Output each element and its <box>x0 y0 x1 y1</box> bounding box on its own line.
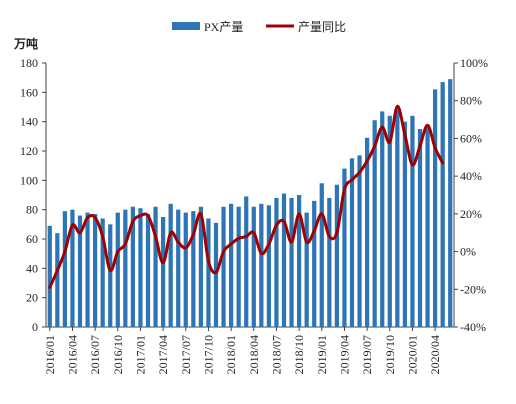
bar <box>296 195 302 327</box>
x-tick-label: 2020/01 <box>405 335 419 374</box>
x-tick-label: 2018/10 <box>292 335 306 374</box>
x-tick-label: 2018/07 <box>269 335 283 374</box>
bar <box>123 209 128 327</box>
bar <box>77 215 83 327</box>
left-tick-label: 140 <box>20 115 38 129</box>
bar <box>130 206 136 327</box>
x-tick-label: 2017/07 <box>179 335 193 374</box>
right-tick-label: 80% <box>460 94 482 108</box>
x-tick-label: 2016/10 <box>111 335 125 374</box>
x-tick-label: 2016/07 <box>88 335 102 374</box>
bar <box>92 214 98 327</box>
left-tick-label: 0 <box>32 320 38 334</box>
left-tick-label: 160 <box>20 85 38 99</box>
left-tick-label: 20 <box>26 291 38 305</box>
x-tick-label: 2016/01 <box>43 335 57 374</box>
bar <box>47 225 52 327</box>
bar <box>160 217 166 327</box>
x-tick-label: 2019/04 <box>337 335 351 374</box>
bar <box>198 206 204 327</box>
bar <box>145 214 151 327</box>
right-tick-label: 100% <box>460 56 488 70</box>
bar <box>304 212 309 327</box>
bar <box>281 193 287 327</box>
bar <box>236 206 241 327</box>
bar <box>395 109 400 327</box>
bar <box>410 115 415 327</box>
bar <box>327 197 332 327</box>
bar <box>387 115 392 327</box>
left-axis-unit: 万吨 <box>13 36 38 51</box>
x-tick-label: 2017/01 <box>133 335 147 374</box>
left-tick-label: 100 <box>20 173 38 187</box>
x-tick-label: 2017/04 <box>156 335 170 374</box>
yoy-line <box>48 104 445 289</box>
bar <box>448 79 453 327</box>
bar <box>138 208 143 327</box>
bar <box>206 218 211 327</box>
bar <box>402 121 408 328</box>
bar <box>55 233 60 327</box>
bar <box>153 206 158 327</box>
bar <box>440 82 445 327</box>
x-tick-label: 2019/07 <box>360 335 374 374</box>
bar <box>319 183 324 327</box>
bar <box>342 168 347 327</box>
x-tick-label: 2020/04 <box>428 335 442 374</box>
right-tick-label: -20% <box>460 282 486 296</box>
bar <box>168 203 173 327</box>
bar <box>100 218 105 327</box>
bar <box>251 206 256 327</box>
bar <box>364 137 370 327</box>
bar <box>380 111 385 328</box>
bar <box>62 211 68 327</box>
x-tick-label: 2018/04 <box>247 335 261 374</box>
bar <box>425 124 430 327</box>
right-tick-label: 60% <box>460 131 482 145</box>
bar <box>334 184 340 327</box>
bar <box>349 158 355 327</box>
bar <box>115 212 120 327</box>
bar <box>312 200 317 327</box>
bar <box>432 89 438 328</box>
left-tick-label: 120 <box>20 144 38 158</box>
x-tick-label: 2019/01 <box>315 335 329 374</box>
left-tick-label: 60 <box>26 232 38 246</box>
bar <box>266 205 272 327</box>
x-tick-label: 2017/10 <box>201 335 215 374</box>
bar <box>191 211 196 327</box>
bar <box>244 196 249 327</box>
bar <box>85 212 90 327</box>
right-tick-label: 20% <box>460 207 482 221</box>
bar <box>289 197 294 327</box>
bar <box>357 155 362 327</box>
bar <box>417 129 423 327</box>
left-tick-label: 80 <box>26 203 38 217</box>
left-tick-label: 40 <box>26 261 38 275</box>
right-tick-label: -40% <box>460 320 486 334</box>
bar <box>176 209 181 327</box>
bar <box>213 222 219 327</box>
x-tick-label: 2016/04 <box>65 335 79 374</box>
bar <box>274 197 279 327</box>
bar <box>70 209 75 327</box>
legend-line-label: 产量同比 <box>298 20 346 34</box>
bar <box>259 203 264 327</box>
bar <box>372 120 377 327</box>
plot-area: 0 20 40 60 80 100 120 140 160 180 -40% -20% 0% 20% 40%… <box>20 56 488 374</box>
left-tick-label: 180 <box>20 56 38 70</box>
x-tick-label: 2019/10 <box>383 335 397 374</box>
legend-bar-swatch <box>172 22 200 30</box>
legend-bar-label: PX产量 <box>204 20 243 34</box>
right-tick-label: 40% <box>460 169 482 183</box>
bar <box>108 224 113 327</box>
bar <box>183 212 188 327</box>
bar <box>228 203 234 327</box>
legend: PX产量 产量同比 <box>172 20 346 34</box>
bar <box>221 206 226 327</box>
right-tick-label: 0% <box>460 245 476 259</box>
x-tick-label: 2018/01 <box>224 335 238 374</box>
